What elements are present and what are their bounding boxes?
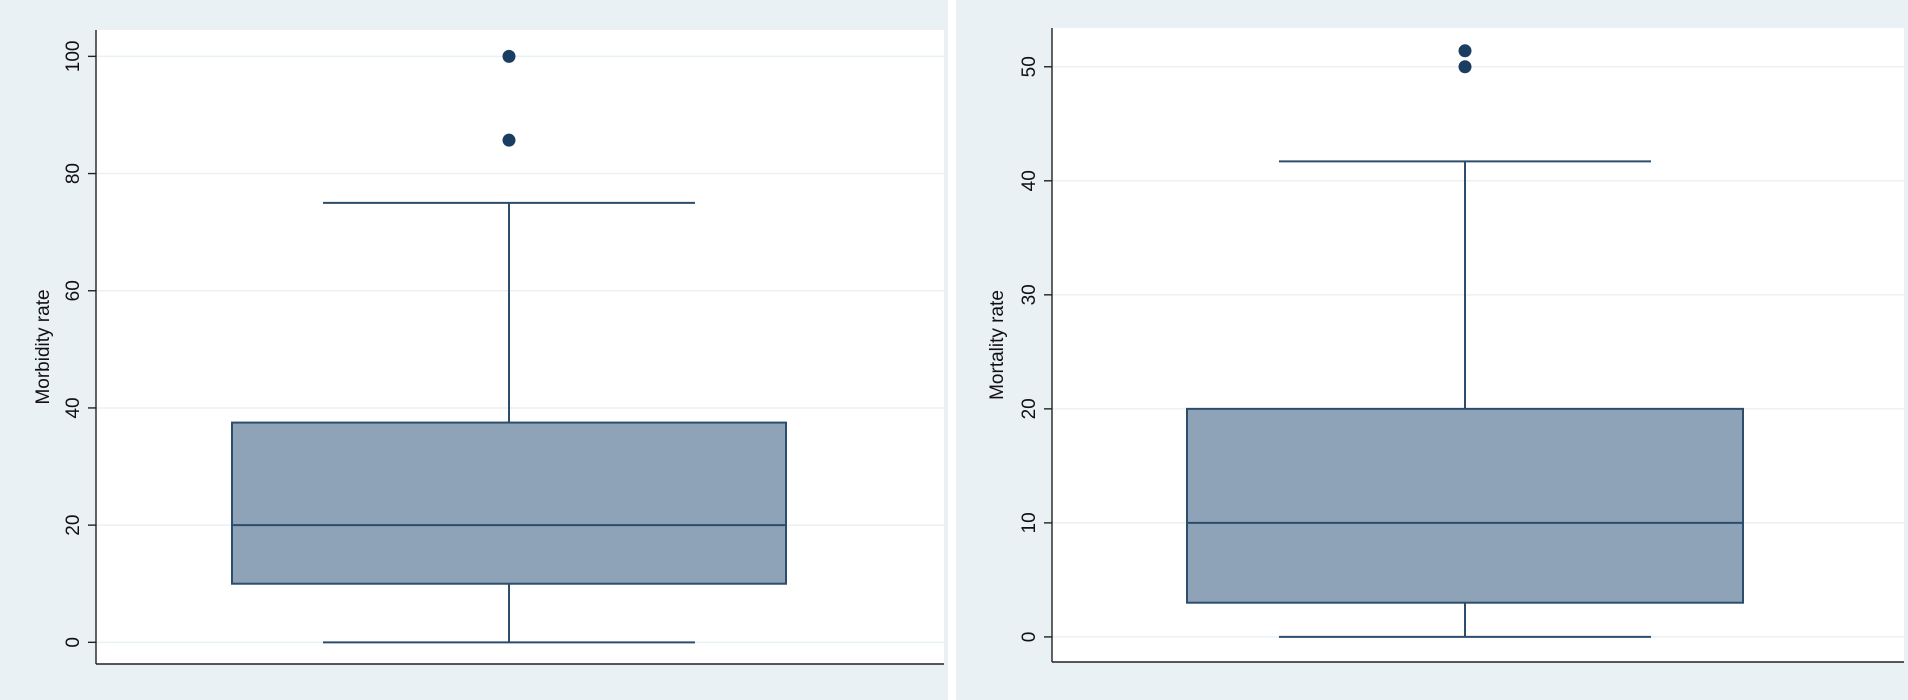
y-tick-label-30: 30 [1019,284,1040,305]
morbidity-boxplot-chart: 0 20 40 60 80 100 Morbidity rate [0,0,948,700]
y-tick-label-80: 80 [63,163,84,184]
interquartile-box [231,421,787,585]
y-axis-title: Mortality rate [987,290,1008,400]
y-tick-label-50: 50 [1019,56,1040,77]
mortality-boxplot-panel: 0 10 20 30 40 50 Mortality rate [956,0,1908,700]
outlier-point-1 [1458,44,1472,58]
y-tick-label-20: 20 [1019,398,1040,419]
y-axis-title: Morbidity rate [33,289,54,404]
y-tick-label-0: 0 [1019,632,1040,643]
y-tick-label-0: 0 [63,637,84,648]
mortality-boxplot-chart: 0 10 20 30 40 50 Mortality rate [956,0,1908,700]
outlier-point-0 [1458,60,1472,74]
morbidity-boxplot-panel: 0 20 40 60 80 100 Morbidity rate [0,0,948,700]
y-tick-label-20: 20 [63,515,84,536]
outlier-point-1 [502,49,516,63]
y-tick-label-40: 40 [63,397,84,418]
y-tick-label-40: 40 [1019,170,1040,191]
y-tick-label-10: 10 [1019,512,1040,533]
y-tick-label-60: 60 [63,280,84,301]
interquartile-box [1186,407,1744,604]
y-tick-label-100: 100 [63,41,84,73]
outlier-point-0 [502,133,516,147]
